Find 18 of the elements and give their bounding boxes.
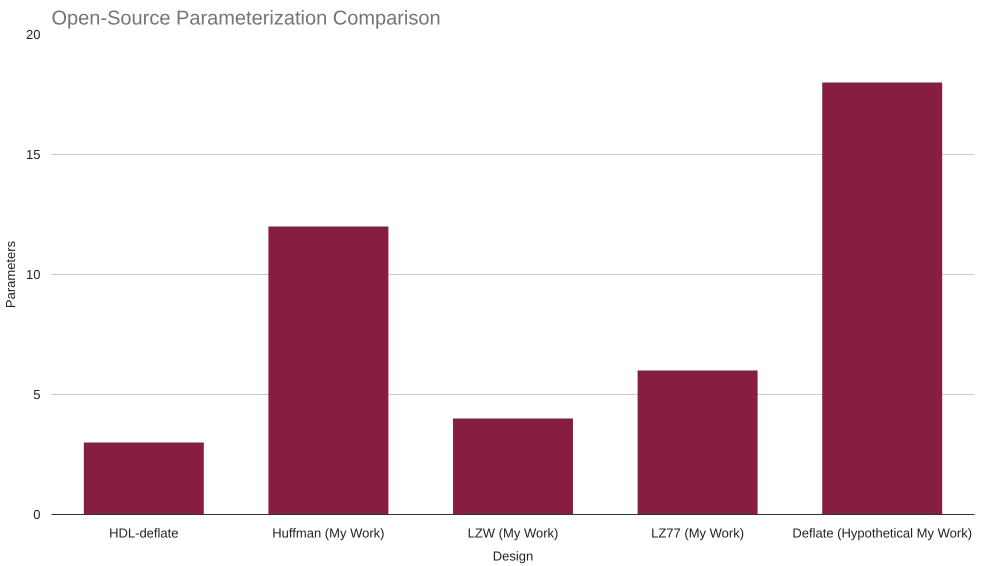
- y-tick-label: 20: [26, 27, 41, 42]
- bar: [268, 226, 388, 514]
- y-tick-label: 5: [33, 387, 41, 402]
- bar: [84, 442, 204, 514]
- y-tick-label: 0: [33, 507, 41, 522]
- bar: [822, 82, 942, 514]
- y-tick-label: 10: [26, 267, 41, 282]
- chart-title: Open-Source Parameterization Comparison: [52, 8, 441, 30]
- x-tick-label: HDL-deflate: [109, 526, 178, 540]
- x-tick-label: LZW (My Work): [468, 526, 558, 540]
- x-tick-label: LZ77 (My Work): [651, 526, 744, 540]
- bar: [453, 418, 573, 514]
- y-tick-label: 15: [26, 147, 41, 162]
- x-tick-label: Huffman (My Work): [272, 526, 385, 540]
- x-tick-label: Deflate (Hypothetical My Work): [792, 526, 972, 540]
- x-axis-title: Design: [492, 548, 534, 564]
- y-axis-title: Parameters: [3, 240, 18, 308]
- bar: [638, 370, 758, 514]
